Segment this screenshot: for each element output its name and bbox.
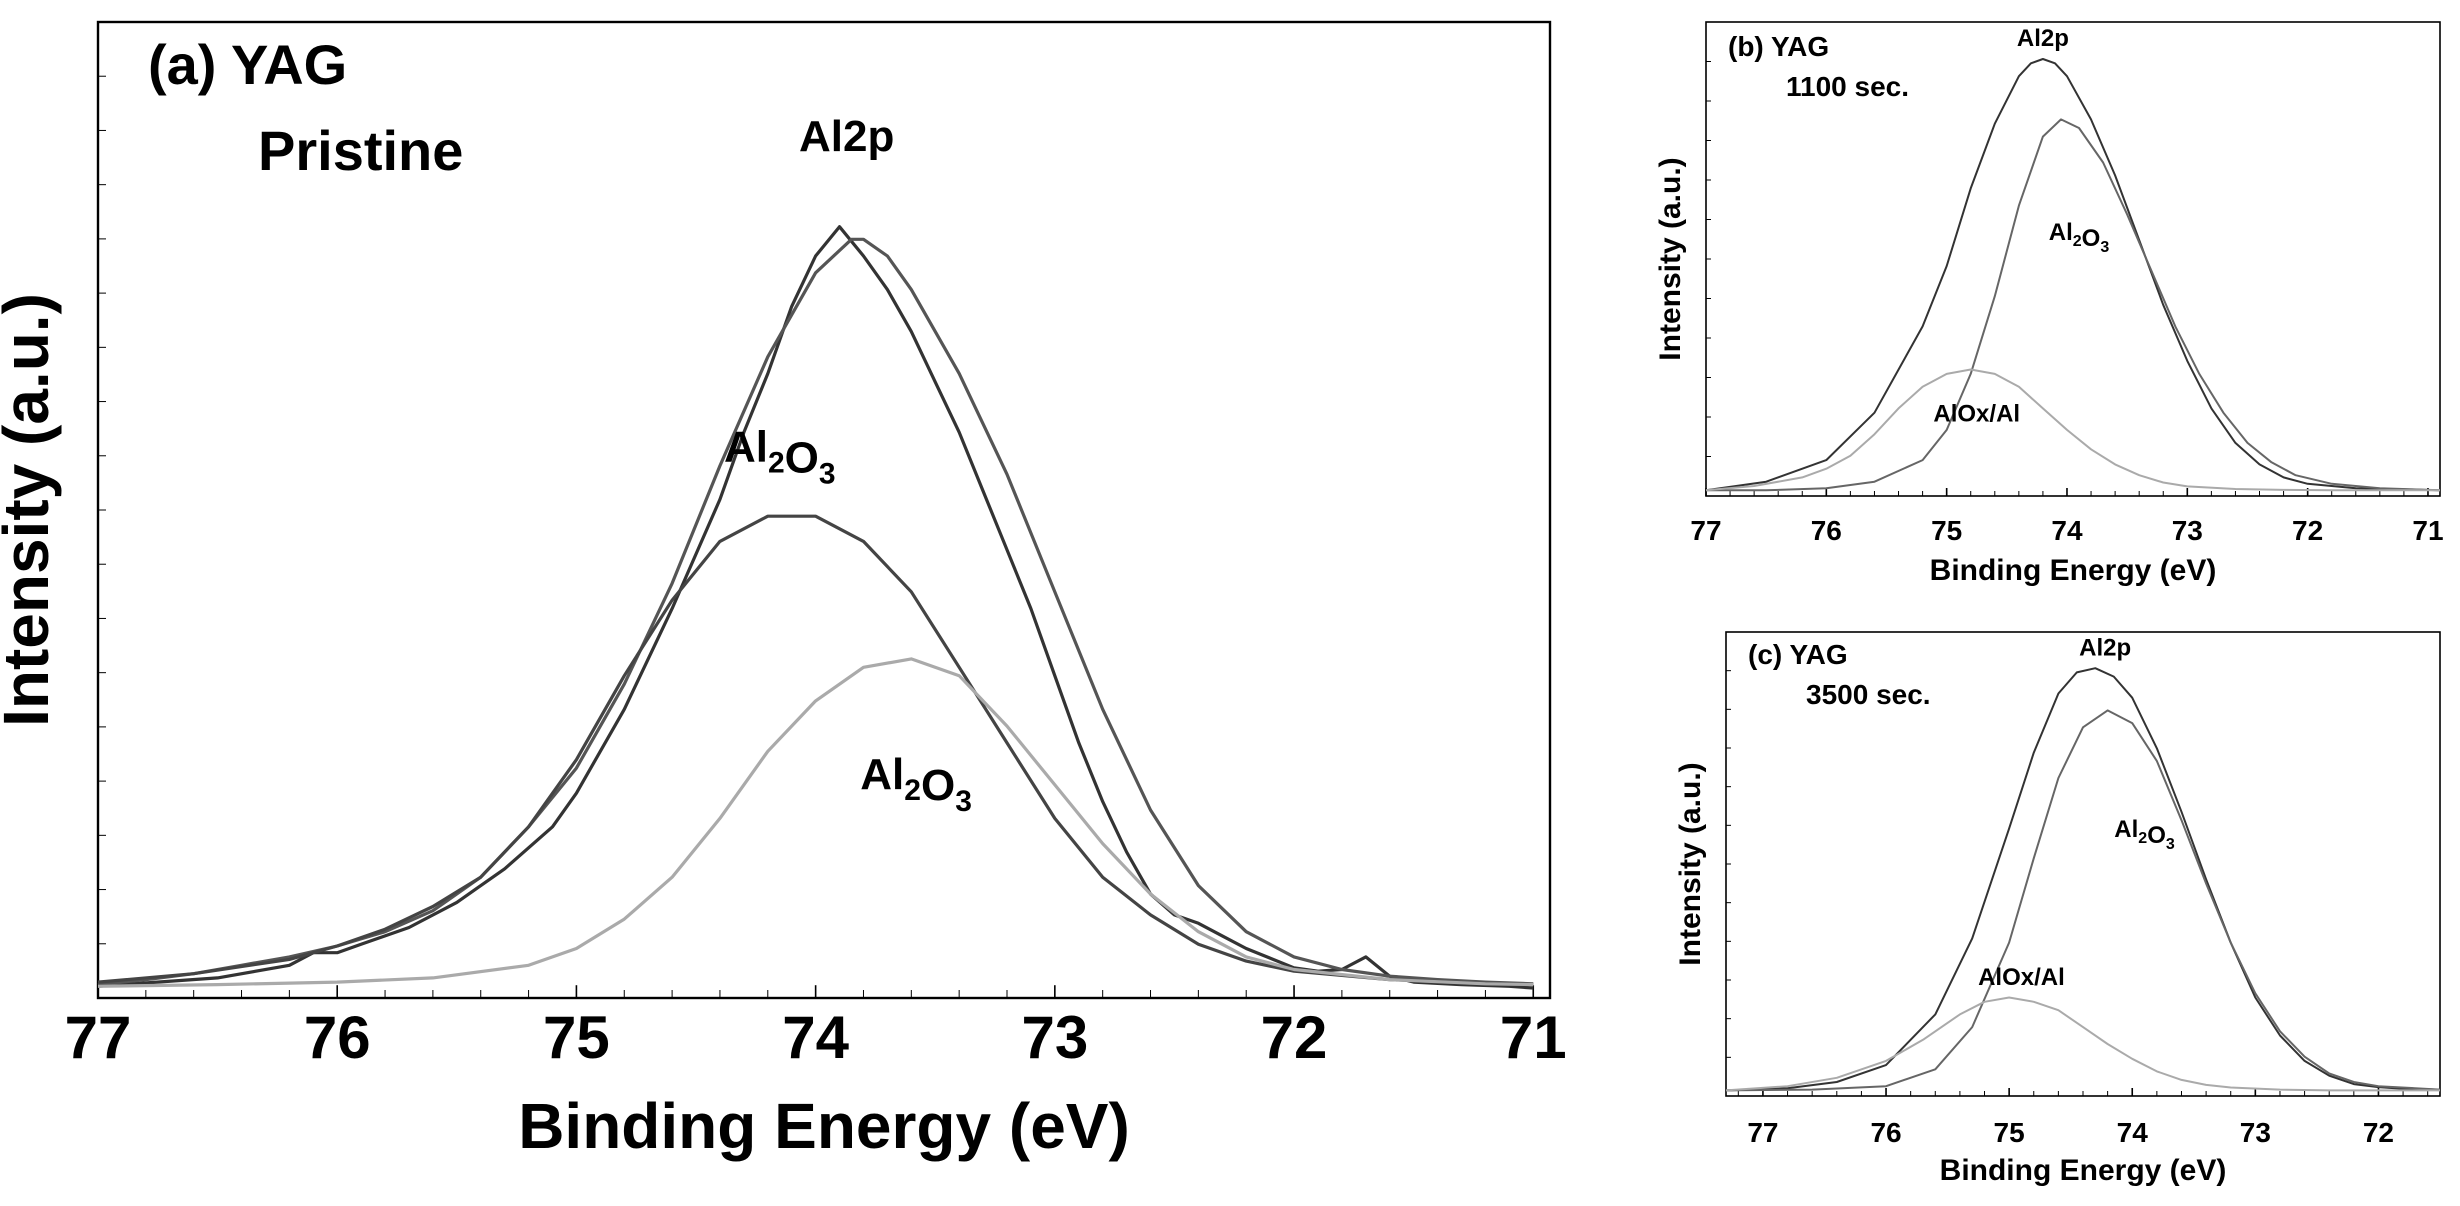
panel-sublabel: 1100 sec. — [1786, 71, 1909, 102]
series-line-al2o3-component-1 — [97, 514, 1534, 987]
x-tick-label: 77 — [1747, 1117, 1778, 1148]
y-axis-label: Intensity (a.u.) — [1654, 157, 1687, 360]
chart-panel-c: 77 76 75 74 73 72 Binding Energy (eV) Intensity… — [1674, 631, 2441, 1187]
series-line-alox-al — [1725, 996, 2440, 1092]
peak-annotation: Al2p — [799, 112, 894, 161]
peak-annotation: Al2O3 — [2114, 816, 2175, 853]
x-tick-label: 73 — [2172, 515, 2203, 546]
x-tick-label: 71 — [1500, 1004, 1567, 1071]
x-tick-label: 77 — [65, 1004, 132, 1071]
x-tick-label: 72 — [2292, 515, 2323, 546]
x-tick-label: 74 — [782, 1004, 849, 1071]
x-tick-label: 75 — [1931, 515, 1962, 546]
peak-annotation: Al2p — [2079, 635, 2131, 662]
x-tick-label: 71 — [2412, 515, 2443, 546]
series-line-al2o3 — [1725, 709, 2441, 1092]
chart-panel-a: 77 76 75 74 73 72 71 Binding Energy (eV) Intensi… — [0, 20, 1567, 1162]
y-axis-label: Intensity (a.u.) — [0, 293, 62, 727]
peak-annotation: Al2O3 — [724, 423, 836, 491]
x-tick-label: 73 — [2240, 1117, 2271, 1148]
x-axis-label: Binding Energy (eV) — [1940, 1154, 2227, 1187]
x-tick-label: 72 — [1261, 1004, 1328, 1071]
x-tick-label: 75 — [543, 1004, 610, 1071]
series-line-envelope — [1705, 58, 2441, 492]
chart-panel-b: 77 76 75 74 73 72 71 Binding Energy (eV) Intensi… — [1654, 21, 2444, 587]
x-tick-label: 77 — [1690, 515, 1721, 546]
x-tick-label: 76 — [1811, 515, 1842, 546]
panel-label: (a) YAG — [148, 33, 347, 96]
series-line-envelope — [1725, 667, 2441, 1092]
series-line-al2o3-component-2 — [97, 657, 1534, 988]
x-tick-label: 73 — [1021, 1004, 1088, 1071]
series-line-envelope — [97, 225, 1534, 990]
panel-sublabel: 3500 sec. — [1806, 679, 1931, 710]
peak-annotation: Al2O3 — [860, 750, 972, 818]
x-tick-label: 74 — [2051, 515, 2083, 546]
x-tick-label: 72 — [2363, 1117, 2394, 1148]
x-axis-label: Binding Energy (eV) — [518, 1090, 1130, 1162]
x-tick-label: 74 — [2117, 1117, 2149, 1148]
x-tick-label: 76 — [304, 1004, 371, 1071]
peak-annotation: AlOx/Al — [1933, 400, 2020, 427]
y-axis-label: Intensity (a.u.) — [1674, 762, 1707, 965]
peak-annotation: AlOx/Al — [1978, 964, 2065, 991]
peak-annotation: Al2O3 — [2049, 219, 2110, 256]
panel-sublabel: Pristine — [258, 119, 463, 182]
x-tick-label: 76 — [1870, 1117, 1901, 1148]
panel-label: (c) YAG — [1748, 639, 1848, 670]
series-line-fit-total — [97, 237, 1534, 987]
panel-label: (b) YAG — [1728, 31, 1829, 62]
series-line-alox-al — [1705, 368, 2440, 492]
x-axis-label: Binding Energy (eV) — [1930, 554, 2217, 587]
series-line-al2o3 — [1706, 118, 2441, 492]
x-tick-label: 75 — [1994, 1117, 2025, 1148]
peak-annotation: Al2p — [2017, 25, 2069, 52]
